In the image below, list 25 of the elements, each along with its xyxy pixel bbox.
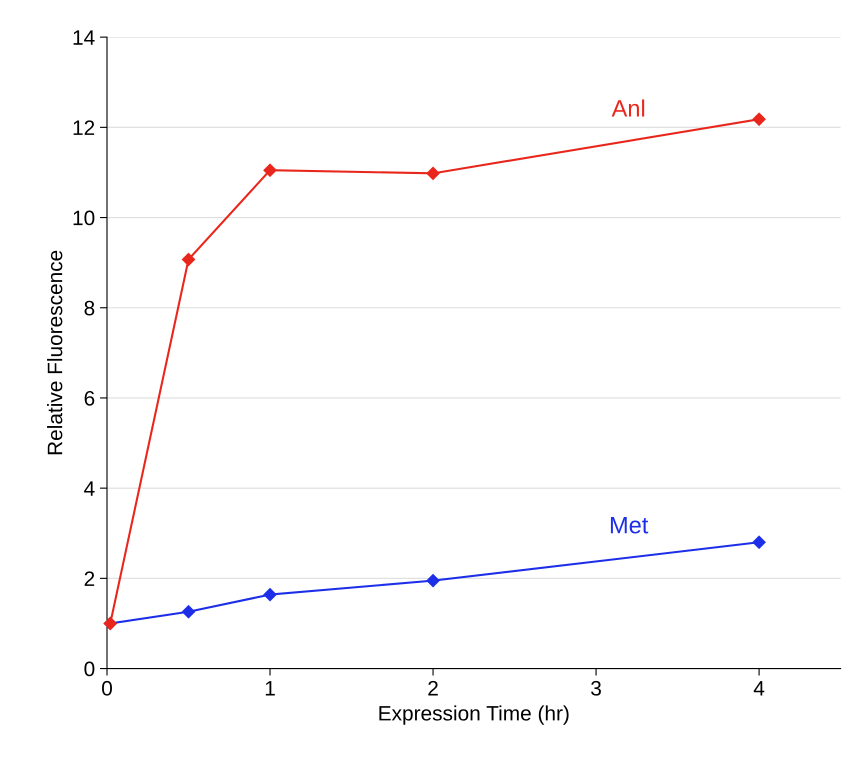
series-label: Anl bbox=[612, 99, 644, 117]
y-tick-label: 10 bbox=[74, 210, 94, 226]
point bbox=[182, 252, 196, 266]
x-tick-label: 3 bbox=[591, 680, 601, 696]
point bbox=[752, 112, 766, 126]
y-tick-label: 14 bbox=[74, 30, 95, 45]
y-tick-label: 4 bbox=[84, 481, 95, 496]
y-axis-title: Relative Fluorescence bbox=[47, 250, 62, 454]
point bbox=[426, 166, 440, 180]
y-tick-label: 0 bbox=[84, 662, 94, 676]
point bbox=[752, 536, 766, 549]
point bbox=[426, 574, 440, 588]
y-tick-label: 6 bbox=[84, 390, 94, 406]
y-tick-label: 8 bbox=[84, 300, 94, 316]
x-tick-label: 2 bbox=[428, 680, 438, 696]
point bbox=[263, 164, 277, 177]
point bbox=[182, 605, 196, 618]
x-axis-title: Expression Time (hr) bbox=[379, 705, 569, 725]
series-label: Met bbox=[610, 517, 648, 534]
y-tick-label: 2 bbox=[84, 571, 94, 586]
point bbox=[263, 588, 277, 602]
y-tick-label: 12 bbox=[74, 120, 94, 135]
x-tick-label: 4 bbox=[754, 681, 764, 696]
x-tick-label: 0 bbox=[102, 680, 112, 696]
x-tick-label: 1 bbox=[266, 681, 275, 696]
